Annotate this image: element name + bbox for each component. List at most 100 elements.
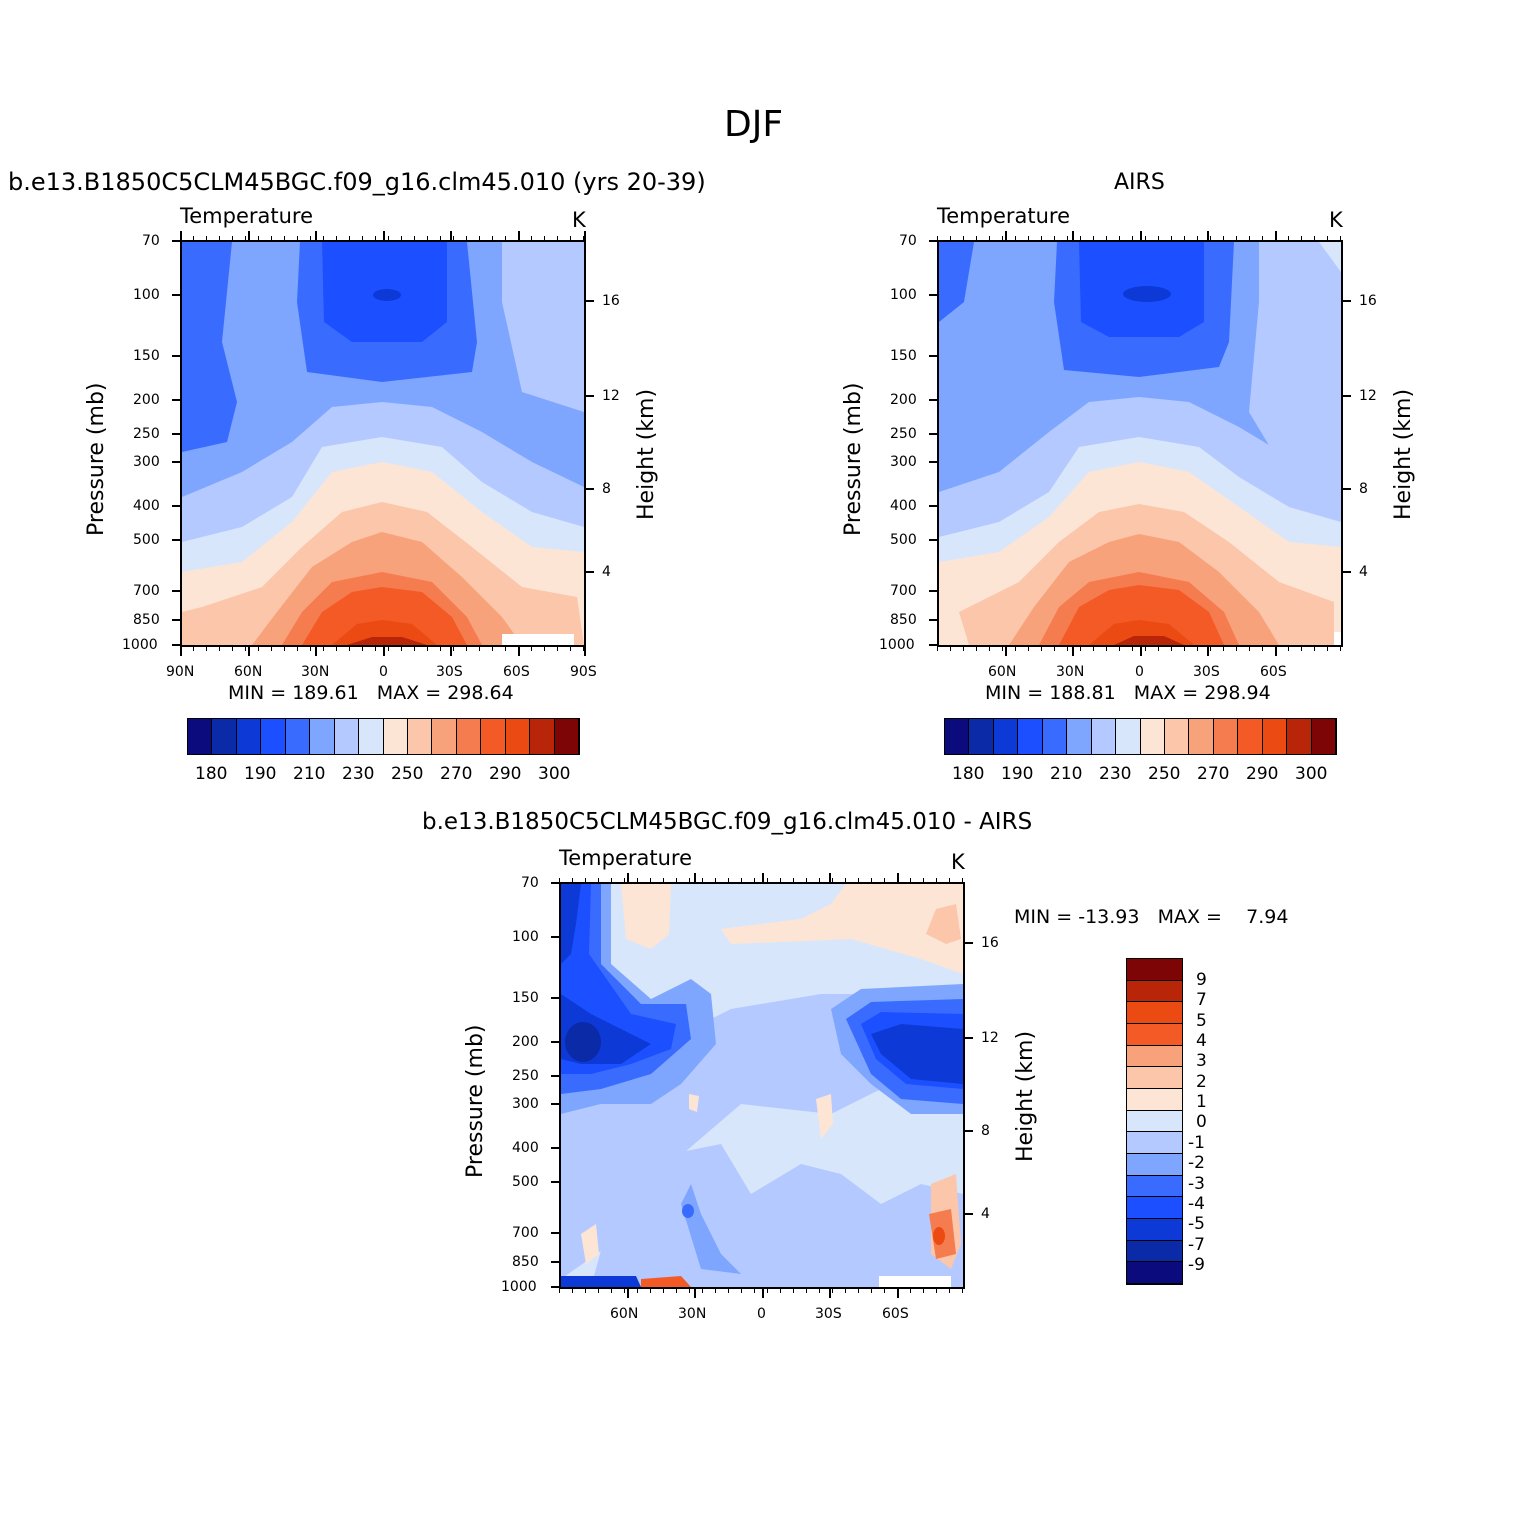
axis-tick-mark <box>557 236 558 240</box>
obs-cbar-label-290: 290 <box>1246 764 1279 784</box>
axis-tick-mark <box>754 1289 755 1293</box>
axis-tick-mark <box>1106 647 1107 651</box>
axis-tick-mark <box>663 878 664 882</box>
axis-tick-mark <box>728 878 729 882</box>
axis-tick-mark <box>949 1289 950 1293</box>
axis-tick-mark <box>1119 236 1120 240</box>
diff-y-tick-500: 500 <box>512 1174 539 1190</box>
axis-tick-mark <box>689 1289 690 1293</box>
axis-tick-mark <box>1223 647 1224 651</box>
axis-tick-mark <box>950 647 951 651</box>
axis-tick-mark <box>518 231 520 240</box>
colorbar-swatch <box>1287 719 1312 754</box>
colorbar-swatch <box>456 719 482 754</box>
model-cbar-label-180: 180 <box>195 764 228 784</box>
axis-tick-mark <box>1015 236 1016 240</box>
axis-tick-mark <box>929 433 937 435</box>
colorbar-swatch <box>236 719 262 754</box>
diff-cbar-label-0: 0 <box>1196 1112 1207 1132</box>
colorbar-swatch <box>1127 1219 1182 1241</box>
colorbar-swatch <box>1127 1175 1182 1198</box>
axis-tick-mark <box>383 231 385 240</box>
axis-tick-mark <box>450 231 452 240</box>
axis-tick-mark <box>245 647 246 651</box>
axis-tick-mark <box>388 647 389 651</box>
axis-tick-mark <box>936 1289 937 1293</box>
axis-tick-mark <box>585 878 586 882</box>
diff-cbar-label-1: 1 <box>1196 1092 1207 1112</box>
axis-tick-mark <box>929 619 937 621</box>
diff-cbar-label-neg1: -1 <box>1188 1133 1205 1153</box>
axis-tick-mark <box>793 878 794 882</box>
axis-tick-mark <box>219 236 220 240</box>
colorbar-swatch <box>554 719 579 754</box>
axis-tick-mark <box>172 539 180 541</box>
model-y2-tick-12: 12 <box>602 388 620 404</box>
axis-tick-mark <box>388 236 389 240</box>
colorbar-swatch <box>1238 719 1263 754</box>
axis-tick-mark <box>232 236 233 240</box>
model-y2-tick-4: 4 <box>602 564 611 580</box>
model-y-tick-70: 70 <box>142 233 160 249</box>
axis-tick-mark <box>551 1261 559 1263</box>
colorbar-swatch <box>188 719 213 754</box>
axis-tick-mark <box>976 647 977 651</box>
axis-tick-mark <box>248 231 250 240</box>
axis-tick-mark <box>929 355 937 357</box>
obs-y-axis-label: Pressure (mb) <box>841 382 866 537</box>
colorbar-swatch <box>505 719 531 754</box>
colorbar-swatch <box>1127 1024 1182 1046</box>
diff-missing-data <box>879 1276 951 1287</box>
model-plot-area <box>180 240 586 647</box>
axis-tick-mark <box>551 1232 559 1234</box>
model-contour-trop-right <box>502 242 584 412</box>
obs-x-tick-30s: 30S <box>1193 664 1220 680</box>
axis-tick-mark <box>1054 236 1055 240</box>
diff-contour-sh-surface-warm-core <box>933 1227 945 1245</box>
axis-tick-mark <box>427 236 428 240</box>
model-y-axis-label: Pressure (mb) <box>84 382 109 537</box>
obs-stats: MIN = 188.81 MAX = 298.94 <box>985 682 1271 704</box>
axis-tick-mark <box>1275 647 1277 656</box>
axis-tick-mark <box>544 236 545 240</box>
diff-contour-upper-warm-right-strong <box>926 904 961 944</box>
diff-y-tick-1000: 1000 <box>501 1279 537 1295</box>
axis-tick-mark <box>297 236 298 240</box>
diff-cbar-label-2: 2 <box>1196 1072 1207 1092</box>
diff-y-tick-700: 700 <box>512 1225 539 1241</box>
obs-x-tick-0: 0 <box>1135 664 1144 680</box>
axis-tick-mark <box>336 647 337 651</box>
axis-tick-mark <box>551 1041 559 1043</box>
axis-tick-mark <box>1145 236 1146 240</box>
colorbar-swatch <box>1127 980 1182 1003</box>
axis-tick-mark <box>315 647 317 656</box>
axis-tick-mark <box>689 878 690 882</box>
axis-tick-mark <box>1072 647 1074 656</box>
axis-tick-mark <box>963 236 964 240</box>
obs-x-tick-30n: 30N <box>1056 664 1085 680</box>
obs-y2-tick-16: 16 <box>1359 293 1377 309</box>
obs-contour-polar-right <box>1319 242 1341 272</box>
axis-tick-mark <box>929 461 937 463</box>
axis-tick-mark <box>832 878 833 882</box>
diff-y-tick-70: 70 <box>521 875 539 891</box>
axis-tick-mark <box>965 942 973 944</box>
colorbar-swatch <box>1127 1240 1182 1263</box>
axis-tick-mark <box>627 1289 629 1298</box>
axis-tick-mark <box>858 878 859 882</box>
model-y-tick-700: 700 <box>133 583 160 599</box>
model-contour-field <box>182 242 584 645</box>
axis-tick-mark <box>976 236 977 240</box>
axis-tick-mark <box>414 236 415 240</box>
axis-tick-mark <box>1340 647 1341 651</box>
axis-tick-mark <box>694 873 696 882</box>
obs-y-tick-700: 700 <box>890 583 917 599</box>
colorbar-swatch <box>530 719 555 754</box>
diff-y2-tick-12: 12 <box>981 1030 999 1046</box>
obs-cbar-label-180: 180 <box>952 764 985 784</box>
colorbar-swatch <box>383 719 408 754</box>
diff-right-string: K <box>951 850 965 874</box>
axis-tick-mark <box>315 231 317 240</box>
model-y-tick-300: 300 <box>133 454 160 470</box>
diff-plot-area <box>559 882 965 1289</box>
